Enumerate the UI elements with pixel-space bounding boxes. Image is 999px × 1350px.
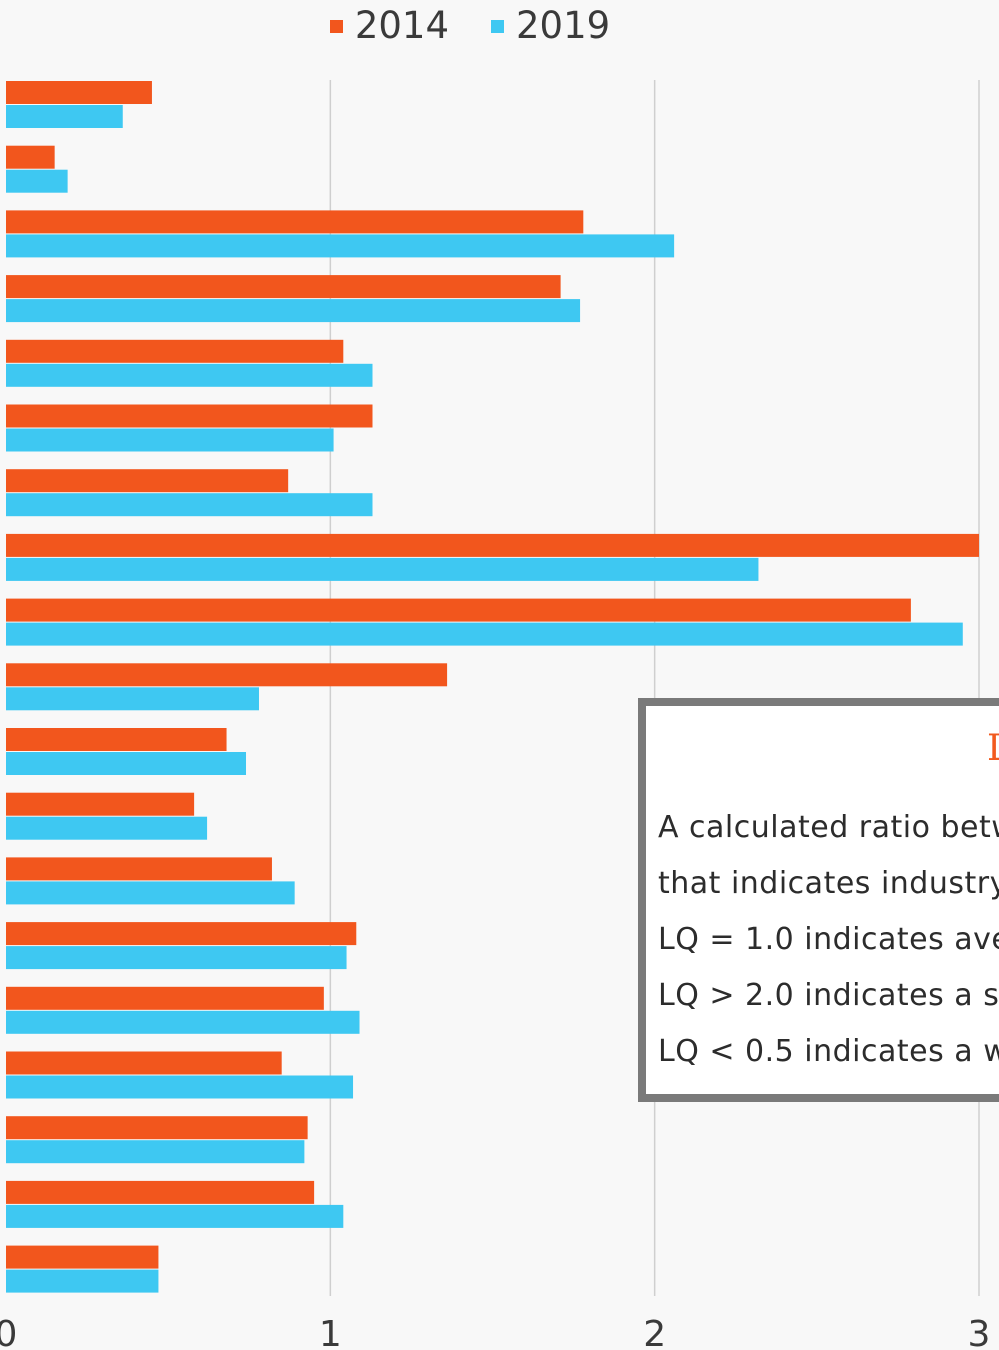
bar-2014-19[interactable] [6, 1245, 159, 1269]
legend-label-2014: 2014 [354, 4, 449, 47]
bar-2019-11[interactable] [6, 752, 247, 775]
bar-2019-17[interactable] [6, 1140, 305, 1164]
bar-2014-11[interactable] [6, 728, 227, 751]
bar-2019-15[interactable] [6, 1010, 360, 1034]
bar-2014-2[interactable] [6, 145, 55, 169]
bar-2019-13[interactable] [6, 881, 295, 905]
info-line-2: that indicates industry [658, 866, 999, 901]
bar-2014-17[interactable] [6, 1116, 308, 1140]
bar-2014-13[interactable] [6, 857, 272, 881]
info-line-3: LQ = 1.0 indicates ave [658, 922, 999, 957]
x-tick-label-2: 2 [643, 1314, 666, 1350]
lq-info-box: L A calculated ratio betw that indicates… [638, 698, 999, 1102]
x-tick-label-3: 3 [968, 1314, 991, 1350]
bar-2019-14[interactable] [6, 946, 347, 970]
info-line-1: A calculated ratio betw [658, 810, 999, 845]
bar-2019-19[interactable] [6, 1269, 159, 1293]
bar-2014-5[interactable] [6, 339, 344, 363]
bar-2014-7[interactable] [6, 469, 289, 493]
bar-2014-10[interactable] [6, 663, 448, 687]
info-box-title: L [987, 728, 999, 769]
legend-swatch-2019 [491, 19, 504, 33]
info-line-4: LQ > 2.0 indicates a st [658, 978, 999, 1013]
bar-2014-3[interactable] [6, 210, 584, 234]
bar-2019-6[interactable] [6, 428, 334, 452]
info-box-text: A calculated ratio betw that indicates i… [658, 800, 999, 1080]
bar-2014-18[interactable] [6, 1180, 315, 1204]
legend-item-2014[interactable]: 2014 [329, 4, 449, 48]
bar-2019-7[interactable] [6, 493, 373, 517]
bar-2019-12[interactable] [6, 816, 208, 840]
legend-label-2019: 2019 [516, 4, 611, 47]
bar-2014-8[interactable] [6, 533, 979, 557]
bar-2014-1[interactable] [6, 81, 152, 104]
bar-2019-8[interactable] [6, 557, 759, 581]
legend: 2014 2019 [0, 4, 940, 48]
bar-2019-9[interactable] [6, 622, 963, 646]
x-tick-label-0: 0 [0, 1314, 17, 1350]
bar-2014-12[interactable] [6, 792, 195, 816]
legend-swatch-2014 [329, 19, 343, 33]
bar-2014-6[interactable] [6, 404, 373, 428]
x-tick-label-1: 1 [319, 1314, 342, 1350]
legend-item-2019[interactable]: 2019 [491, 4, 610, 48]
bar-2014-9[interactable] [6, 598, 911, 622]
bar-2019-10[interactable] [6, 687, 259, 711]
bar-2014-16[interactable] [6, 1051, 282, 1075]
bar-2019-2[interactable] [6, 169, 68, 193]
bar-2019-5[interactable] [6, 363, 373, 387]
info-line-5: LQ < 0.5 indicates a w [658, 1034, 999, 1069]
bar-2014-15[interactable] [6, 986, 324, 1010]
bar-2014-14[interactable] [6, 922, 357, 946]
bar-2014-4[interactable] [6, 275, 561, 299]
bar-2019-3[interactable] [6, 234, 675, 258]
bar-2019-4[interactable] [6, 299, 581, 323]
bar-2019-16[interactable] [6, 1075, 354, 1099]
bar-2019-1[interactable] [6, 105, 123, 128]
bar-2019-18[interactable] [6, 1204, 344, 1228]
